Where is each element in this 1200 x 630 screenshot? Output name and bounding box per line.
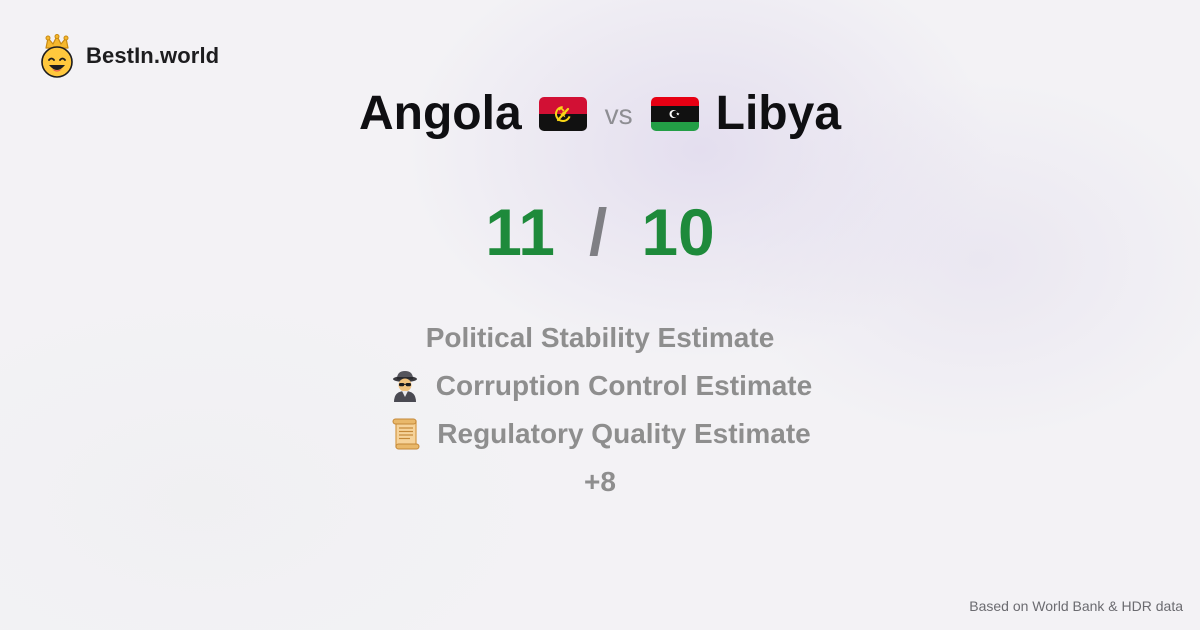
detective-icon bbox=[392, 371, 417, 402]
score-separator: / bbox=[589, 195, 608, 269]
libya-flag-icon bbox=[650, 96, 699, 131]
criterion-label: Corruption Control Estimate bbox=[435, 370, 813, 401]
angola-flag-icon bbox=[538, 96, 587, 131]
crown-smiley-icon bbox=[41, 34, 73, 78]
brand-logo[interactable]: BestIn.world bbox=[38, 34, 219, 78]
country-b-score: 10 bbox=[641, 195, 715, 269]
criterion-label: Political Stability Estimate bbox=[425, 322, 775, 353]
score-comparison: 11 / 10 bbox=[0, 194, 1200, 270]
country-b-name[interactable]: Libya bbox=[715, 87, 842, 140]
country-a-name[interactable]: Angola bbox=[358, 87, 522, 140]
criterion-regulatory-quality[interactable]: Regulatory Quality Estimate bbox=[389, 410, 811, 458]
criterion-political-stability[interactable]: Political Stability Estimate bbox=[426, 314, 775, 362]
country-a-score: 11 bbox=[485, 195, 555, 269]
scroll-icon bbox=[392, 418, 420, 450]
more-criteria-count[interactable]: +8 bbox=[584, 466, 616, 497]
data-source-note: Based on World Bank & HDR data bbox=[969, 598, 1183, 614]
brand-name: BestIn.world bbox=[86, 43, 220, 68]
criterion-label: Regulatory Quality Estimate bbox=[437, 418, 811, 449]
vs-label: vs bbox=[604, 98, 633, 130]
comparison-title: Angola vs Libya bbox=[0, 86, 1200, 141]
criterion-corruption-control[interactable]: Corruption Control Estimate bbox=[388, 362, 812, 410]
criteria-list: Political Stability Estimate Corruption … bbox=[0, 314, 1200, 506]
